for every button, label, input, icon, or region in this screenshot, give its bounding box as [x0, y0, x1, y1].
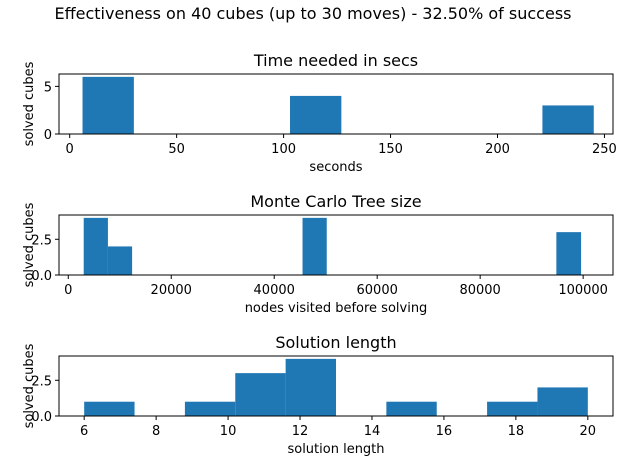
x-tick-label: 50: [168, 142, 185, 157]
x-tick-label: 250: [592, 142, 617, 157]
histogram-bar: [556, 232, 582, 275]
histogram-bar: [542, 105, 594, 134]
y-tick-label: 2.5: [31, 374, 52, 389]
axes-frame: [58, 214, 614, 276]
x-tick-label: 8: [152, 424, 160, 439]
y-axis-label: solved cubes: [22, 343, 37, 428]
y-tick-label: 0: [44, 128, 52, 143]
subplot-title: Time needed in secs: [253, 51, 418, 70]
histogram-bar: [537, 387, 588, 416]
y-tick-label: 0.0: [31, 269, 52, 284]
histogram-bar: [107, 246, 133, 275]
x-tick-label: 0: [64, 283, 72, 298]
y-tick-label: 0.0: [31, 410, 52, 425]
y-tick-label: 5: [44, 80, 52, 95]
x-tick-label: 60000: [357, 283, 398, 298]
x-tick-label: 40000: [254, 283, 295, 298]
subplot-1: 0 50 100 150 200 250 0 5 Time needed in secs seco…: [22, 51, 617, 175]
x-axis-label: solution length: [287, 442, 384, 457]
axes-frame: [58, 355, 614, 417]
subplot-3: 6 8 10 12 14 16 18 20 0.0 2.5 Solution length solut…: [22, 333, 614, 457]
x-axis-label: nodes visited before solving: [245, 301, 428, 316]
y-tick-label: 2.5: [31, 233, 52, 248]
x-axis-label: seconds: [309, 160, 362, 175]
y-axis-label: solved cubes: [22, 202, 37, 287]
x-tick-label: 10: [220, 424, 237, 439]
x-tick-label: 12: [292, 424, 309, 439]
subplot-title: Monte Carlo Tree size: [250, 192, 421, 211]
histogram-bar: [184, 401, 236, 416]
histogram-bar: [290, 95, 342, 134]
histogram-bar: [82, 76, 134, 134]
histogram-bar: [84, 401, 135, 416]
x-tick-label: 150: [378, 142, 403, 157]
y-axis-label: solved cubes: [22, 61, 37, 146]
x-tick-label: 20: [580, 424, 597, 439]
histogram-bar: [83, 217, 108, 275]
x-tick-label: 18: [508, 424, 525, 439]
x-tick-label: 100: [271, 142, 296, 157]
histogram-bar: [386, 401, 437, 416]
axes-frame: [58, 73, 614, 135]
x-tick-label: 0: [66, 142, 74, 157]
histogram-bar: [285, 358, 336, 416]
histogram-bar: [302, 217, 327, 275]
histogram-bar: [487, 401, 538, 416]
figure-suptitle: Effectiveness on 40 cubes (up to 30 move…: [55, 4, 572, 23]
x-tick-label: 80000: [459, 283, 500, 298]
subplot-2: 0 20000 40000 60000 80000 100000 0.0 2.5 Monte C…: [22, 192, 614, 316]
x-tick-label: 20000: [151, 283, 192, 298]
histogram-bar: [235, 373, 286, 416]
x-tick-label: 200: [485, 142, 510, 157]
x-tick-label: 100000: [558, 283, 608, 298]
x-tick-label: 16: [436, 424, 453, 439]
x-tick-label: 6: [80, 424, 88, 439]
x-tick-label: 14: [364, 424, 381, 439]
subplot-title: Solution length: [275, 333, 396, 352]
